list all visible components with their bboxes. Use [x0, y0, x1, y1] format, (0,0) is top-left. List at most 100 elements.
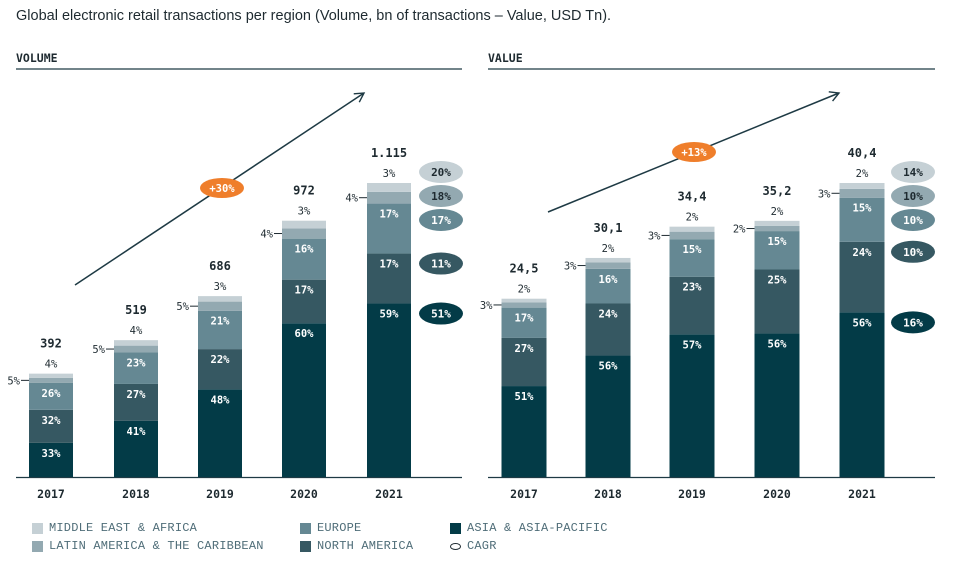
volume-total-label: 686 [209, 259, 231, 273]
volume-data-label: 3% [214, 281, 227, 293]
value-bar-2020-asia-pacific [754, 333, 800, 477]
volume-data-label: 33% [42, 448, 62, 460]
value-cagr-label-middle-east-africa: 14% [903, 166, 923, 179]
legend-item-middle-east-africa: MIDDLE EAST & AFRICA [32, 521, 197, 535]
volume-bar-2017-latin-america [29, 377, 73, 383]
volume-data-label: 22% [211, 354, 231, 366]
value-total-label: 24,5 [510, 262, 539, 276]
volume-bar-2018-asia-pacific [114, 420, 158, 477]
volume-data-label: 4% [130, 325, 143, 337]
value-bar-2018-asia-pacific [585, 355, 631, 477]
volume-bar-2020-latin-america [282, 228, 326, 239]
value-data-label: 23% [683, 282, 703, 294]
volume-data-label: 41% [127, 426, 147, 438]
volume-bar-2019-europe [198, 310, 242, 350]
value-bar-2019-north-america [669, 276, 715, 335]
volume-cagr-label-middle-east-africa: 20% [431, 166, 451, 179]
value-data-label: 2% [518, 284, 531, 296]
volume-cagr-label-latin-america: 18% [431, 190, 451, 203]
value-total-label: 35,2 [763, 184, 792, 198]
value-data-label: 2% [733, 224, 746, 236]
legend-label-latin-america: LATIN AMERICA & THE CARIBBEAN [49, 539, 264, 553]
value-total-label: 34,4 [678, 190, 707, 204]
volume-bar-2017-asia-pacific [29, 442, 73, 477]
value-bar-2021-latin-america [839, 188, 885, 198]
value-bar-2019-europe [669, 239, 715, 277]
volume-cagr-badge-europe [419, 209, 463, 231]
volume-total-label: 392 [40, 337, 62, 351]
legend-swatch-north-america [300, 540, 311, 552]
value-data-label: 16% [599, 274, 619, 286]
volume-data-label: 48% [211, 394, 231, 406]
volume-bar-2021-middle-east-africa [367, 183, 411, 192]
legend-swatch-asia-pacific [450, 522, 461, 534]
volume-data-label: 5% [176, 301, 189, 313]
value-cagr-badge-latin-america [891, 185, 935, 207]
value-bar-2017-asia-pacific [501, 386, 547, 477]
volume-cagr-label-europe: 17% [431, 214, 451, 227]
volume-bar-2018-europe [114, 352, 158, 384]
value-bar-2017-europe [501, 307, 547, 338]
volume-data-label: 32% [42, 415, 62, 427]
value-data-label: 17% [515, 313, 535, 325]
value-data-label: 56% [853, 317, 873, 329]
value-bar-2017-middle-east-africa [501, 298, 547, 303]
value-data-label: 57% [683, 339, 703, 351]
value-data-label: 3% [564, 261, 577, 273]
value-bar-2017-north-america [501, 337, 547, 387]
volume-cagr-badge-asia-pacific [419, 302, 463, 325]
volume-x-tick-label: 2017 [37, 487, 65, 501]
volume-bar-2019-asia-pacific [198, 389, 242, 477]
volume-data-label: 17% [380, 259, 400, 271]
volume-x-tick-label: 2018 [122, 487, 150, 501]
value-cagr-badge-middle-east-africa [891, 161, 935, 183]
volume-bar-2018-middle-east-africa [114, 340, 158, 346]
value-bar-2021-north-america [839, 241, 885, 313]
volume-bar-2018-latin-america [114, 345, 158, 353]
volume-data-label: 23% [127, 357, 147, 369]
value-x-tick-label: 2021 [848, 487, 876, 501]
value-data-label: 3% [480, 300, 493, 312]
volume-bar-2017-europe [29, 382, 73, 410]
value-data-label: 2% [771, 206, 784, 218]
value-data-label: 2% [856, 168, 869, 180]
volume-data-label: 3% [383, 168, 396, 180]
value-total-label: 30,1 [594, 221, 623, 235]
value-bar-2021-middle-east-africa [839, 183, 885, 189]
volume-data-label: 17% [380, 209, 400, 221]
value-data-label: 24% [599, 308, 619, 320]
value-bar-2017-latin-america [501, 302, 547, 308]
value-panel-title: VALUE [488, 51, 523, 65]
value-data-label: 2% [602, 243, 615, 255]
legend-swatch-middle-east-africa [32, 522, 43, 534]
volume-cagr-badge-middle-east-africa [419, 161, 463, 183]
value-bar-2021-europe [839, 197, 885, 242]
value-data-label: 27% [515, 343, 535, 355]
volume-bar-2020-middle-east-africa [282, 220, 326, 229]
value-data-label: 51% [515, 391, 535, 403]
volume-panel-title: VOLUME [16, 51, 58, 65]
volume-total-label: 519 [125, 303, 147, 317]
value-bar-2020-latin-america [754, 225, 800, 232]
volume-bar-2019-latin-america [198, 301, 242, 311]
value-bar-2021-asia-pacific [839, 312, 885, 477]
legend-label-middle-east-africa: MIDDLE EAST & AFRICA [49, 521, 198, 535]
volume-data-label: 21% [211, 316, 231, 328]
value-cagr-badge-north-america [891, 240, 935, 263]
value-cagr-label-asia-pacific: 16% [903, 316, 923, 329]
value-cagr-label-latin-america: 10% [903, 190, 923, 203]
value-data-label: 56% [599, 361, 619, 373]
volume-total-label: 972 [293, 184, 315, 198]
volume-data-label: 4% [45, 359, 58, 371]
value-total-label: 40,4 [848, 146, 877, 160]
value-cagr-label-north-america: 10% [903, 246, 923, 259]
volume-data-label: 17% [295, 285, 315, 297]
chart-title: Global electronic retail transactions pe… [16, 8, 612, 24]
value-cagr-label-europe: 10% [903, 214, 923, 227]
volume-cagr-badge-latin-america [419, 185, 463, 207]
value-bar-2020-europe [754, 231, 800, 270]
legend-label-cagr: CAGR [467, 539, 497, 553]
value-x-tick-label: 2020 [763, 487, 791, 501]
volume-bar-2019-north-america [198, 349, 242, 390]
value-data-label: 3% [818, 188, 831, 200]
